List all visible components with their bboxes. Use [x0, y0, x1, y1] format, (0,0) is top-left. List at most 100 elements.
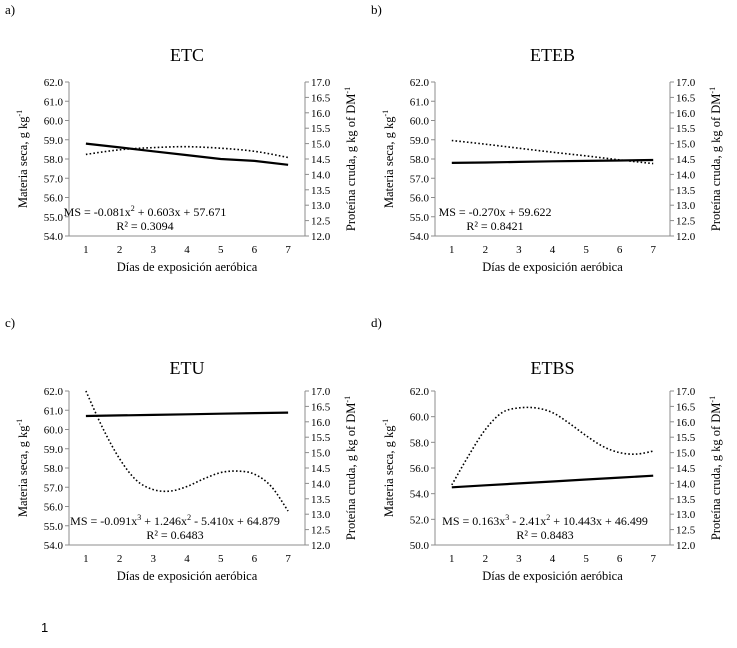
y-axis-left-label-text: Materia seca, g kg: [16, 116, 30, 208]
y-axis-left-label-text: Materia seca, g kg: [382, 116, 396, 208]
x-tick-label: 4: [184, 244, 190, 256]
y-right-tick-label: 17.0: [676, 386, 696, 398]
y-right-tick-label: 16.5: [311, 401, 331, 413]
x-tick-label: 2: [117, 244, 123, 256]
equation-exponent: 2: [187, 513, 191, 522]
equation-term: MS = -0.270x + 59.622: [439, 205, 552, 219]
equation-term: - 5.410x + 64.879: [191, 514, 280, 528]
y-axis-right-label-sup: -1: [343, 87, 352, 94]
chart-title: ETC: [170, 45, 204, 65]
y-axis-right-label: Proteína cruda, g kg of DM-1: [708, 87, 723, 231]
y-axis-right-label-sup: -1: [343, 396, 352, 403]
y-right-tick-label: 14.5: [311, 154, 331, 166]
y-right-tick-label: 15.0: [311, 448, 331, 460]
y-axis-right-label: Proteína cruda, g kg of DM-1: [708, 396, 723, 540]
y-right-tick-label: 12.5: [676, 525, 696, 537]
y-left-tick-label: 58.0: [410, 154, 430, 166]
r-squared-label: R² = 0.3094: [116, 219, 173, 233]
y-right-tick-label: 16.5: [676, 92, 696, 104]
y-left-tick-label: 60.0: [44, 116, 64, 128]
y-right-tick-label: 14.0: [676, 478, 696, 490]
y-right-tick-label: 13.0: [311, 200, 331, 212]
panel-label: a): [5, 2, 15, 17]
x-axis-label: Días de exposición aeróbica: [482, 569, 623, 583]
y-left-tick-label: 62.0: [44, 386, 64, 398]
y-right-tick-label: 13.0: [311, 509, 331, 521]
chart-panel: c) ETU 54.0 55.0 56.0 57.0 58.0 59.0 60.0 61.0 62.…: [5, 315, 358, 583]
series-line-proteina-cruda: [451, 406, 654, 486]
y-axis-right-label-sup: -1: [708, 396, 717, 403]
series-line-proteina-cruda: [451, 139, 654, 165]
y-axis-left-label-sup: -1: [381, 110, 390, 117]
equation-term: MS = -0.091x: [70, 514, 137, 528]
x-axis-label: Días de exposición aeróbica: [482, 260, 623, 274]
y-left-tick-label: 56.0: [44, 502, 64, 514]
y-left-tick-label: 56.0: [410, 463, 430, 475]
y-right-tick-label: 12.0: [676, 540, 696, 552]
x-tick-label: 7: [285, 244, 291, 256]
equation-exponent: 3: [137, 513, 141, 522]
y-left-tick-label: 60.0: [410, 412, 430, 424]
y-left-tick-label: 54.0: [410, 489, 430, 501]
y-right-tick-label: 12.0: [676, 231, 696, 243]
chart-panel: b)ETEB54.055.056.057.058.059.060.061.062…: [371, 2, 723, 274]
x-tick-label: 3: [516, 553, 522, 565]
y-right-tick-label: 15.5: [311, 123, 331, 135]
y-right-tick-label: 12.0: [311, 540, 331, 552]
y-right-tick-label: 14.5: [311, 463, 331, 475]
x-tick-label: 2: [483, 244, 489, 256]
y-right-tick-label: 15.5: [676, 432, 696, 444]
y-right-tick-label: 15.5: [311, 432, 331, 444]
y-right-tick-label: 16.0: [311, 108, 331, 120]
x-tick-label: 1: [83, 244, 89, 256]
x-tick-label: 2: [117, 553, 123, 565]
panel-label: d): [371, 315, 382, 330]
x-tick-label: 5: [218, 553, 224, 565]
y-left-tick-label: 61.0: [410, 96, 430, 108]
x-tick-label: 5: [583, 244, 589, 256]
y-axis-right-label-text: Proteína cruda, g kg of DM: [709, 403, 723, 540]
y-axis-right-label: Proteína cruda, g kg of DM-1: [343, 396, 358, 540]
y-left-tick-label: 52.0: [410, 514, 430, 526]
r-squared-label: R² = 0.8421: [466, 219, 523, 233]
panel-label: c): [5, 315, 15, 330]
series-line-materia-seca: [85, 411, 289, 418]
y-left-tick-label: 55.0: [44, 521, 64, 533]
x-tick-label: 6: [617, 553, 623, 565]
x-tick-label: 4: [550, 244, 556, 256]
y-right-tick-label: 17.0: [676, 77, 696, 89]
series-line-materia-seca: [85, 142, 289, 166]
y-axis-right-label-text: Proteína cruda, g kg of DM: [344, 94, 358, 231]
equation-exponent: 2: [131, 204, 135, 213]
chart-panel: d)ETBS50.052.054.056.058.060.062.012.012…: [371, 315, 723, 583]
x-tick-label: 4: [550, 553, 556, 565]
equation-term: + 1.246x: [141, 514, 187, 528]
y-left-tick-label: 61.0: [44, 405, 64, 417]
y-right-tick-label: 15.0: [311, 139, 331, 151]
y-axis-right-label: Proteína cruda, g kg of DM-1: [343, 87, 358, 231]
y-axis-left-label-sup: -1: [15, 110, 24, 117]
y-axis-left-label-text: Materia seca, g kg: [16, 425, 30, 517]
chart-title: ETBS: [530, 358, 574, 378]
y-right-tick-label: 13.5: [676, 185, 696, 197]
equation-exponent: 3: [505, 513, 509, 522]
y-right-tick-label: 15.5: [676, 123, 696, 135]
x-tick-label: 5: [583, 553, 589, 565]
y-left-tick-label: 55.0: [44, 212, 64, 224]
y-right-tick-label: 16.5: [311, 92, 331, 104]
y-left-tick-label: 55.0: [410, 212, 430, 224]
y-right-tick-label: 12.5: [676, 216, 696, 228]
y-right-tick-label: 16.0: [311, 417, 331, 429]
x-tick-label: 6: [252, 244, 258, 256]
y-left-tick-label: 58.0: [410, 437, 430, 449]
y-right-tick-label: 13.5: [676, 494, 696, 506]
x-tick-label: 7: [285, 553, 291, 565]
x-tick-label: 1: [449, 244, 455, 256]
x-tick-label: 4: [184, 553, 190, 565]
y-right-tick-label: 12.5: [311, 216, 331, 228]
y-left-tick-label: 56.0: [44, 193, 64, 205]
r-squared-label: R² = 0.8483: [516, 528, 573, 542]
y-left-tick-label: 62.0: [410, 386, 430, 398]
y-right-tick-label: 16.5: [676, 401, 696, 413]
